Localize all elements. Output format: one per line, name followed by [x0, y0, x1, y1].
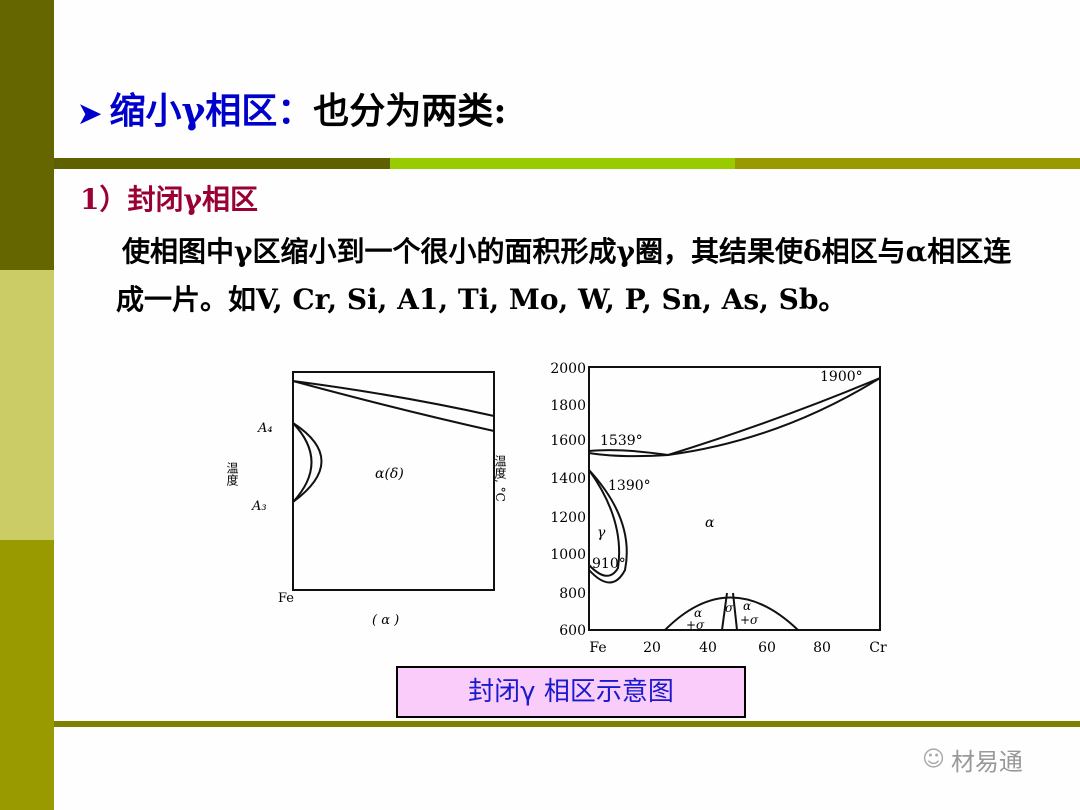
- ytick: 800: [559, 586, 586, 602]
- slide-title: ➤ 缩小γ相区：也分为两类:: [78, 82, 507, 134]
- annot-alpha: α: [705, 515, 715, 531]
- annot-alpha-sigma-right-2: +σ: [740, 613, 759, 627]
- diagram-a-line-lower: [292, 380, 495, 432]
- sidebar-segment-middle: [0, 270, 54, 540]
- gamma-loop-inner: [588, 469, 621, 577]
- diagram-a: [292, 371, 495, 591]
- diagram-a-caption: ( α ): [372, 613, 399, 628]
- annot-sigma: σ: [725, 601, 734, 615]
- region-alpha-delta: α(δ): [375, 466, 404, 482]
- ytick: 2000: [550, 361, 586, 377]
- arrow-bullet-icon: ➤: [78, 97, 102, 130]
- xtick: Cr: [869, 640, 887, 656]
- divider-bar-1: [54, 158, 390, 169]
- liquidus: [588, 377, 881, 457]
- title-rest: 也分为两类:: [313, 90, 507, 132]
- label-a4: A₄: [257, 421, 273, 436]
- body-text: 使相图中γ区缩小到一个很小的面积形成γ圈，其结果使δ相区与α相区连成一片。如V,…: [116, 228, 1036, 324]
- gamma-loop-outer: [292, 422, 323, 503]
- diagram-b-ylabel: 温度, °C: [493, 455, 507, 502]
- solidus: [588, 377, 881, 458]
- watermark-text: 材易通: [950, 748, 1023, 776]
- diagram-b-xticks: Fe 20 40 60 80 Cr: [589, 640, 887, 656]
- ytick: 1800: [550, 398, 586, 414]
- divider-bar-2: [390, 158, 735, 169]
- xtick: 60: [758, 640, 776, 656]
- diagram-a-ylabel: 温度: [225, 462, 239, 486]
- sigma-region: [721, 592, 738, 631]
- annot-1390: 1390°: [608, 478, 651, 494]
- ytick: 1600: [550, 433, 586, 449]
- body-paragraph: 使相图中γ区缩小到一个很小的面积形成γ圈，其结果使δ相区与α相区连成一片。如V,…: [116, 235, 1012, 316]
- title-highlight: 缩小γ相区：: [109, 90, 314, 132]
- annot-1900: 1900°: [820, 369, 863, 385]
- ytick: 1400: [550, 471, 586, 487]
- diagram-a-xlabel: Fe: [278, 591, 294, 606]
- diagram-b-annotations: 1900° 1539° 1390° 910° γ α α +σ σ α +σ: [592, 369, 863, 632]
- annot-gamma: γ: [597, 525, 606, 541]
- sidebar-segment-top: [0, 0, 54, 270]
- diagram-b-frame: [588, 366, 881, 631]
- ytick: 600: [559, 623, 586, 639]
- wechat-icon: ☺: [922, 747, 945, 772]
- section-subtitle: 1）封闭γ相区: [80, 183, 258, 216]
- sigma-dome: [664, 596, 799, 631]
- ytick: 1000: [550, 547, 586, 563]
- xtick: 40: [699, 640, 717, 656]
- diagram-a-line-upper: [292, 380, 495, 417]
- diagram-b: [588, 366, 881, 631]
- annot-alpha-sigma-left: α: [694, 606, 702, 620]
- xtick: 80: [813, 640, 831, 656]
- gamma-loop-inner: [292, 422, 313, 503]
- xtick: Fe: [589, 640, 606, 656]
- xtick: 20: [643, 640, 661, 656]
- annot-alpha-sigma-left-2: +σ: [686, 618, 705, 632]
- gamma-loop-outer: [588, 469, 628, 584]
- annot-alpha-sigma-right: α: [743, 599, 751, 613]
- watermark: ☺ 材易通: [922, 742, 1023, 777]
- annot-1539: 1539°: [600, 433, 643, 449]
- diagram-b-yticks: 2000 1800 1600 1400 1200 1000 800 600: [550, 361, 586, 639]
- diagram-a-frame: [292, 371, 495, 591]
- divider-bar-3: [735, 158, 1080, 169]
- annot-910: 910°: [592, 556, 626, 572]
- bottom-divider: [54, 721, 1080, 727]
- label-a3: A₃: [251, 499, 267, 514]
- sidebar-segment-bottom: [0, 540, 54, 810]
- ytick: 1200: [550, 510, 586, 526]
- figure-caption-box: 封闭γ 相区示意图: [396, 666, 746, 718]
